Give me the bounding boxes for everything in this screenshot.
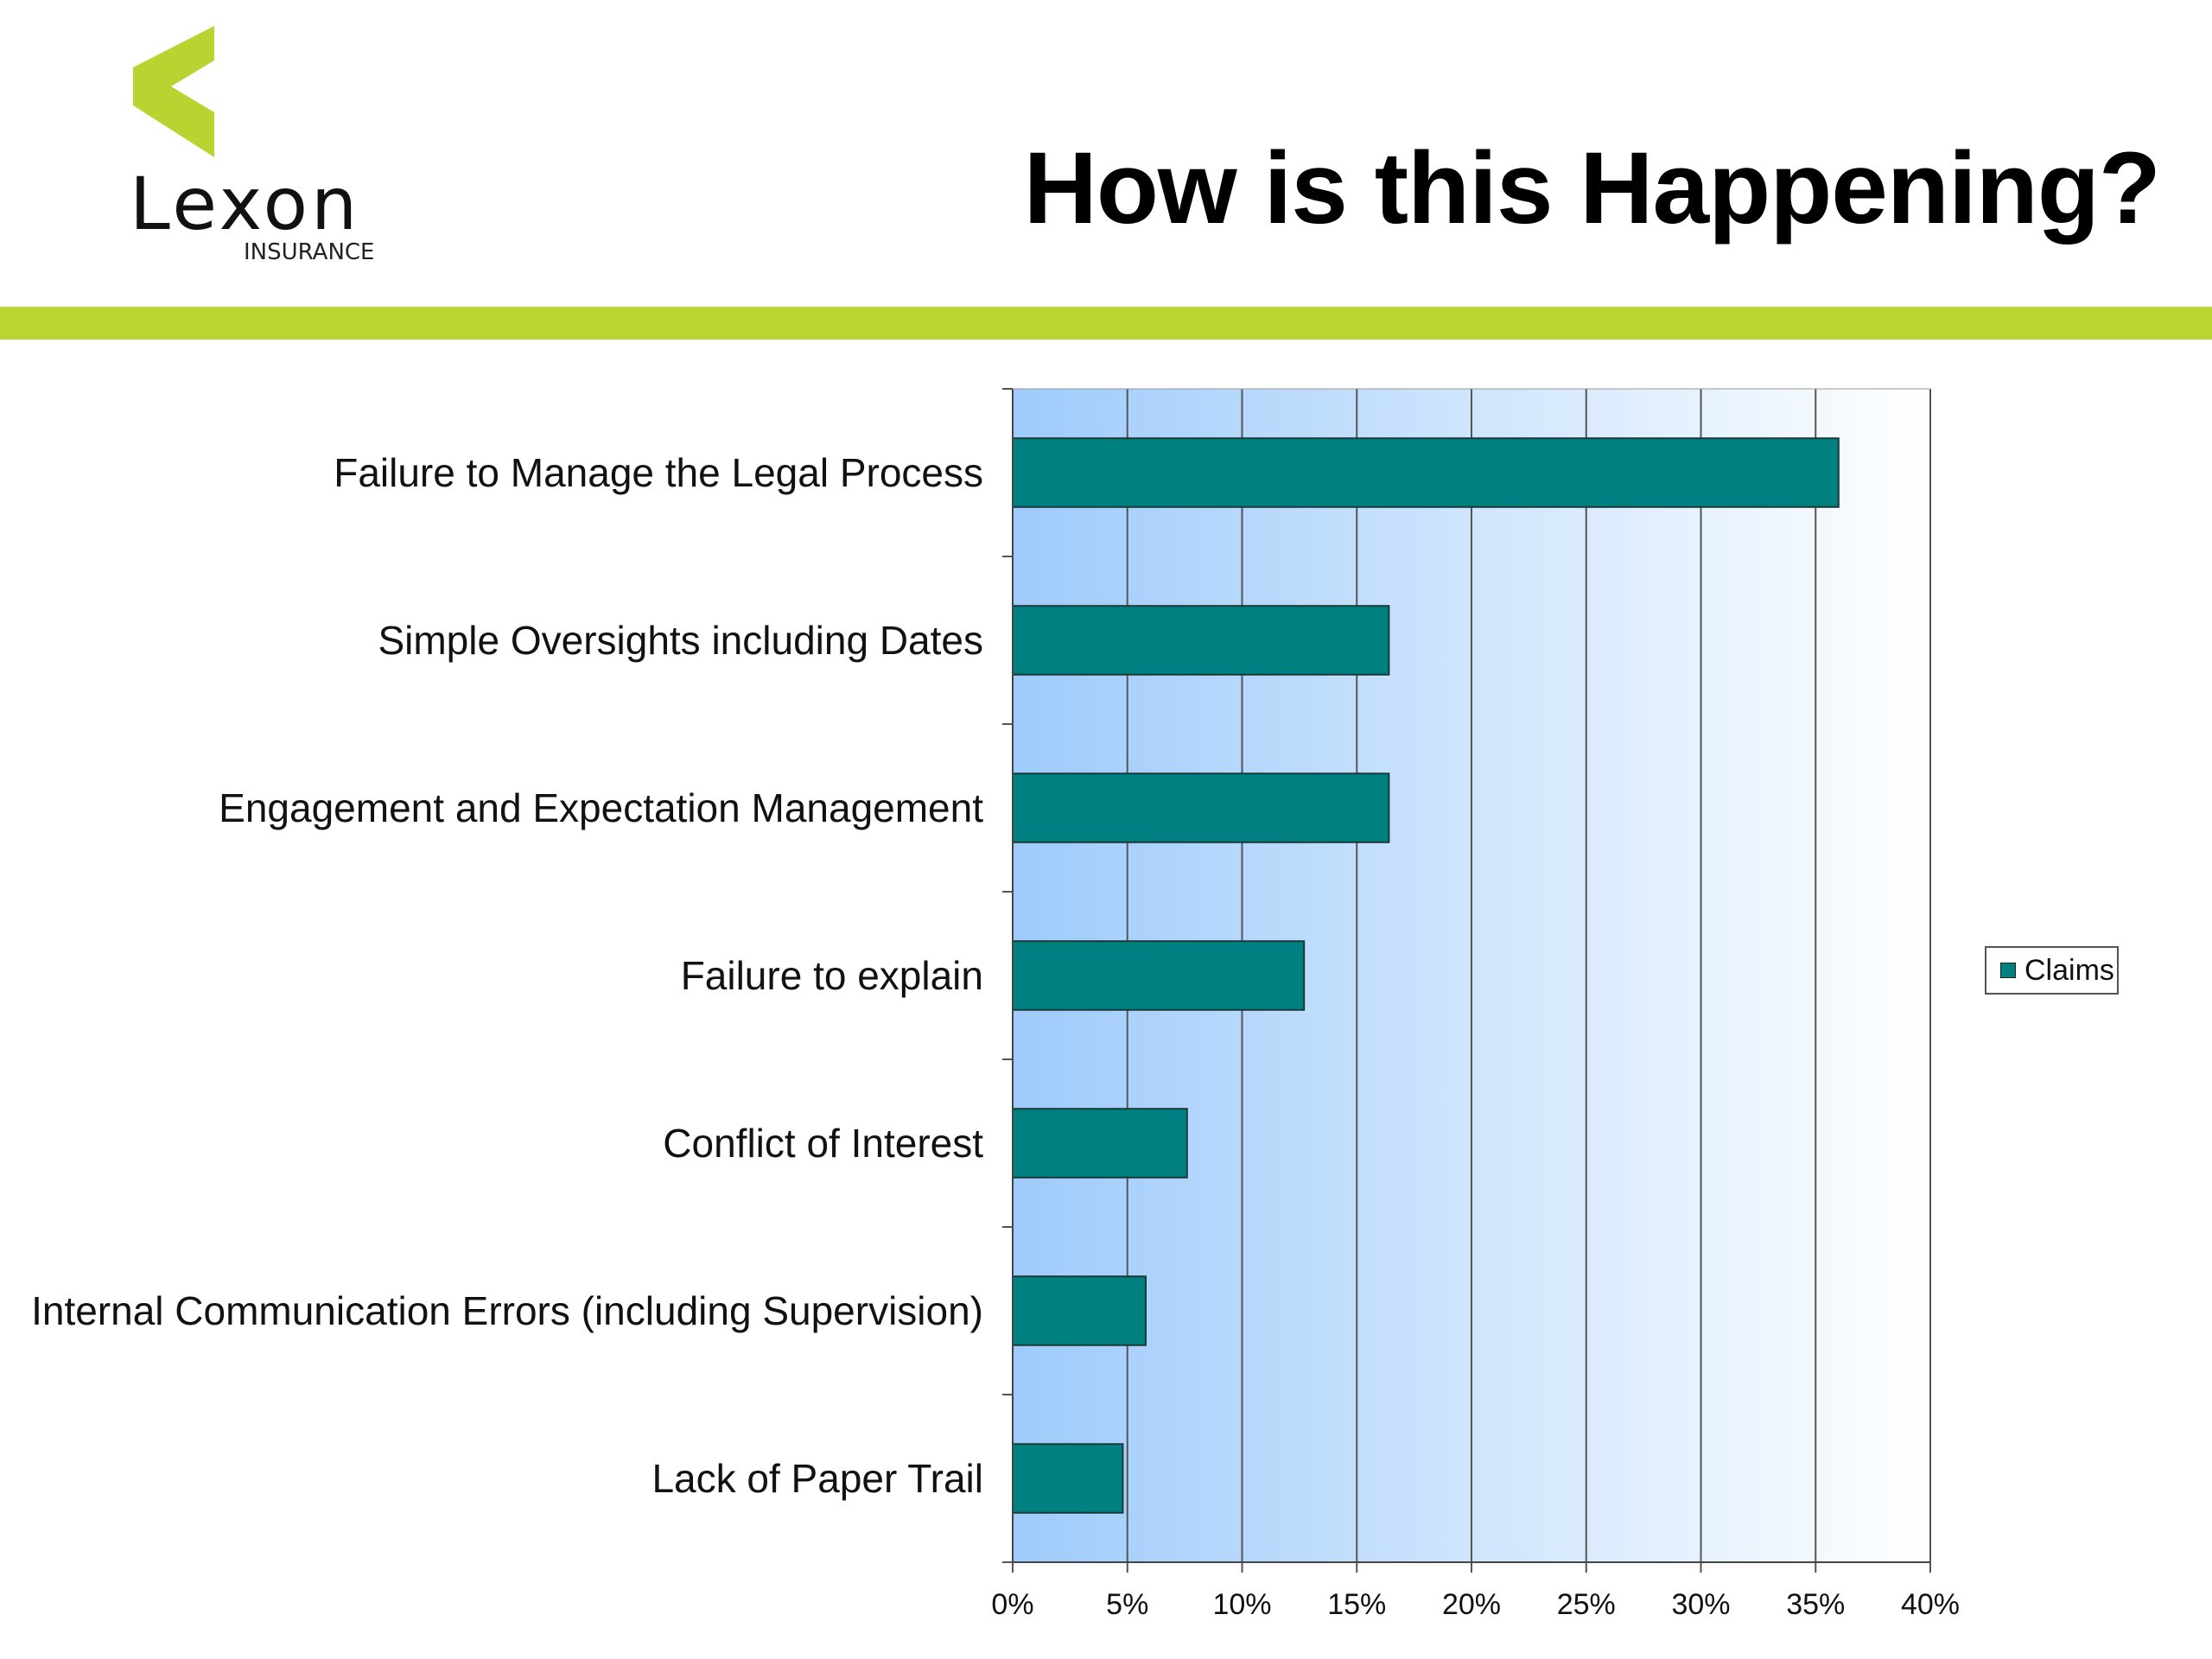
logo-wordmark: Lexon — [130, 162, 360, 246]
x-tick-label: 25% — [1557, 1588, 1616, 1621]
chart-legend: Claims — [1985, 946, 2119, 995]
bar — [1012, 1443, 1124, 1514]
x-tick-labels: 0% 5% 10% 15% 20% 25% 30% 35% 40% — [991, 1588, 1960, 1621]
category-label: Lack of Paper Trail — [652, 1456, 983, 1501]
category-label: Failure to explain — [681, 953, 983, 998]
page-title: How is this Happening? — [1023, 131, 2161, 245]
bar — [1012, 1108, 1188, 1179]
x-tick-label: 5% — [1106, 1588, 1148, 1621]
bar — [1012, 437, 1840, 508]
category-label: Engagement and Expectation Management — [219, 785, 983, 830]
logo-subtitle: INSURANCE — [244, 239, 374, 265]
axes — [1002, 388, 1930, 1563]
lexon-logo: Lexon INSURANCE — [130, 26, 374, 265]
bar — [1012, 1275, 1147, 1346]
x-tick-label: 20% — [1442, 1588, 1501, 1621]
category-label: Conflict of Interest — [663, 1121, 983, 1166]
bar — [1012, 605, 1390, 676]
bar — [1012, 772, 1390, 843]
bars — [1012, 437, 1840, 1514]
x-tick-label: 0% — [991, 1588, 1033, 1621]
legend-swatch-claims — [2000, 963, 2016, 978]
x-tick-label: 15% — [1327, 1588, 1386, 1621]
category-labels: Failure to Manage the Legal Process Simpl… — [31, 450, 983, 1501]
category-label: Internal Communication Errors (including… — [31, 1288, 983, 1333]
x-tick-label: 10% — [1212, 1588, 1271, 1621]
bar-chart: Failure to Manage the Legal Process Simpl… — [31, 388, 1960, 1621]
legend-label-claims: Claims — [2024, 953, 2114, 987]
category-label: Simple Oversights including Dates — [378, 618, 983, 663]
category-label: Failure to Manage the Legal Process — [334, 450, 983, 495]
x-tick-label: 30% — [1671, 1588, 1730, 1621]
bar — [1012, 940, 1306, 1011]
accent-band — [0, 307, 2212, 340]
x-tick-label: 40% — [1901, 1588, 1960, 1621]
x-tick-label: 35% — [1786, 1588, 1845, 1621]
lexon-chevron-mark — [133, 26, 214, 157]
